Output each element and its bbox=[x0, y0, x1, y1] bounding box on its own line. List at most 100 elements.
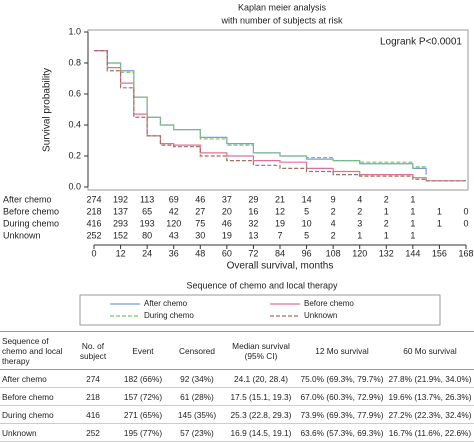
table-cell: 252 bbox=[70, 423, 116, 442]
at-risk-count: 75 bbox=[195, 218, 205, 228]
plot-frame bbox=[87, 29, 469, 191]
x-tick-label: 144 bbox=[405, 248, 420, 258]
x-tick-label: 84 bbox=[275, 248, 285, 258]
at-risk-label: During chemo bbox=[3, 218, 59, 228]
at-risk-count: 1 bbox=[437, 206, 442, 216]
at-risk-count: 43 bbox=[169, 230, 179, 240]
at-risk-count: 16 bbox=[248, 206, 258, 216]
table-cell: 27.8% (21.9%, 34.0%) bbox=[386, 369, 474, 388]
chart-title: Kaplan meier analysis bbox=[238, 2, 327, 12]
at-risk-count: 193 bbox=[140, 218, 155, 228]
table-cell: 25.3 (22.8, 29.3) bbox=[224, 405, 298, 424]
legend-box bbox=[79, 294, 441, 326]
table-cell: Before chemo bbox=[0, 387, 70, 406]
x-tick-label: 72 bbox=[248, 248, 258, 258]
at-risk-count: 29 bbox=[248, 194, 258, 204]
at-risk-count: 37 bbox=[222, 194, 232, 204]
y-tick-label: 0.4 bbox=[68, 119, 81, 129]
x-axis-label: Overall survival, months bbox=[227, 261, 334, 272]
legend-label: During chemo bbox=[144, 311, 194, 320]
at-risk-count: 3 bbox=[357, 218, 362, 228]
y-tick-label: 0.0 bbox=[68, 181, 81, 191]
at-risk-count: 21 bbox=[275, 194, 285, 204]
header-cell: Event bbox=[116, 331, 170, 370]
x-tick-label: 0 bbox=[91, 248, 96, 258]
legend-label: Before chemo bbox=[304, 299, 354, 308]
at-risk-count: 65 bbox=[142, 206, 152, 216]
header-cell: Censored bbox=[170, 331, 224, 370]
table-cell: 92 (34%) bbox=[170, 369, 224, 388]
at-risk-count: 46 bbox=[222, 218, 232, 228]
at-risk-count: 2 bbox=[331, 230, 336, 240]
header-cell: No. of subject bbox=[70, 331, 116, 370]
at-risk-count: 1 bbox=[437, 218, 442, 228]
table-cell: 271 (65%) bbox=[116, 405, 170, 424]
at-risk-count: 252 bbox=[86, 230, 101, 240]
at-risk-count: 4 bbox=[331, 218, 336, 228]
chart-subtitle: with number of subjects at risk bbox=[220, 15, 343, 25]
at-risk-count: 30 bbox=[195, 230, 205, 240]
header-cell: Median survival (95% CI) bbox=[224, 331, 298, 370]
table-cell: 274 bbox=[70, 369, 116, 388]
at-risk-count: 14 bbox=[302, 194, 312, 204]
y-tick-label: 1.0 bbox=[68, 26, 81, 36]
at-risk-count: 19 bbox=[275, 218, 285, 228]
at-risk-count: 1 bbox=[384, 206, 389, 216]
table-cell: 57 (23%) bbox=[170, 423, 224, 442]
at-risk-count: 2 bbox=[384, 218, 389, 228]
table-cell: 416 bbox=[70, 405, 116, 424]
y-tick-label: 0.6 bbox=[68, 88, 81, 98]
table-cell: 17.5 (15.1, 19.3) bbox=[224, 387, 298, 406]
table-cell: 16.9 (14.5, 19.1) bbox=[224, 423, 298, 442]
x-tick-label: 36 bbox=[169, 248, 179, 258]
header-row: Sequence of chemo and local therapy No. o… bbox=[0, 331, 474, 370]
x-tick-label: 156 bbox=[432, 248, 447, 258]
legend-title: Sequence of chemo and local therapy bbox=[186, 280, 338, 290]
at-risk-count: 80 bbox=[142, 230, 152, 240]
at-risk-count: 1 bbox=[384, 230, 389, 240]
at-risk-label: Unknown bbox=[3, 230, 41, 240]
x-tick-label: 108 bbox=[326, 248, 341, 258]
x-tick-label: 24 bbox=[142, 248, 152, 258]
at-risk-count: 1 bbox=[410, 194, 415, 204]
header-cell: Sequence of chemo and local therapy bbox=[0, 331, 70, 370]
x-tick-label: 132 bbox=[379, 248, 394, 258]
at-risk-count: 152 bbox=[113, 230, 128, 240]
x-tick-label: 48 bbox=[195, 248, 205, 258]
x-tick-label: 168 bbox=[458, 248, 473, 258]
table-cell: 16.7% (11.6%, 22.6%) bbox=[386, 423, 474, 442]
survival-curve bbox=[94, 50, 427, 168]
at-risk-count: 7 bbox=[277, 230, 282, 240]
at-risk-count: 32 bbox=[248, 218, 258, 228]
at-risk-count: 46 bbox=[195, 194, 205, 204]
legend-label: Unknown bbox=[304, 311, 337, 320]
table-cell: 75.0% (69.3%, 79.7%) bbox=[298, 369, 386, 388]
at-risk-count: 2 bbox=[331, 206, 336, 216]
at-risk-count: 69 bbox=[169, 194, 179, 204]
table-cell: Unknown bbox=[0, 423, 70, 442]
table-cell: 61 (28%) bbox=[170, 387, 224, 406]
at-risk-count: 27 bbox=[195, 206, 205, 216]
at-risk-count: 13 bbox=[248, 230, 258, 240]
survival-curve bbox=[94, 50, 466, 182]
table-cell: 73.9% (69.3%, 77.9%) bbox=[298, 405, 386, 424]
x-tick-label: 60 bbox=[222, 248, 232, 258]
y-tick-label: 0.2 bbox=[68, 150, 81, 160]
at-risk-count: 2 bbox=[357, 206, 362, 216]
table-cell: After chemo bbox=[0, 369, 70, 388]
at-risk-count: 113 bbox=[140, 194, 154, 204]
summary-table: Sequence of chemo and local therapy No. o… bbox=[0, 331, 474, 442]
at-risk-count: 218 bbox=[86, 206, 101, 216]
at-risk-count: 9 bbox=[331, 194, 336, 204]
at-risk-count: 5 bbox=[304, 206, 309, 216]
table-cell: 195 (77%) bbox=[116, 423, 170, 442]
at-risk-count: 192 bbox=[113, 194, 128, 204]
at-risk-count: 12 bbox=[275, 206, 285, 216]
x-tick-label: 96 bbox=[302, 248, 312, 258]
table-cell: 27.2% (22.3%, 32.4%) bbox=[386, 405, 474, 424]
at-risk-count: 1 bbox=[357, 230, 362, 240]
table-cell: During chemo bbox=[0, 405, 70, 424]
at-risk-count: 120 bbox=[166, 218, 181, 228]
legend-label: After chemo bbox=[144, 299, 188, 308]
